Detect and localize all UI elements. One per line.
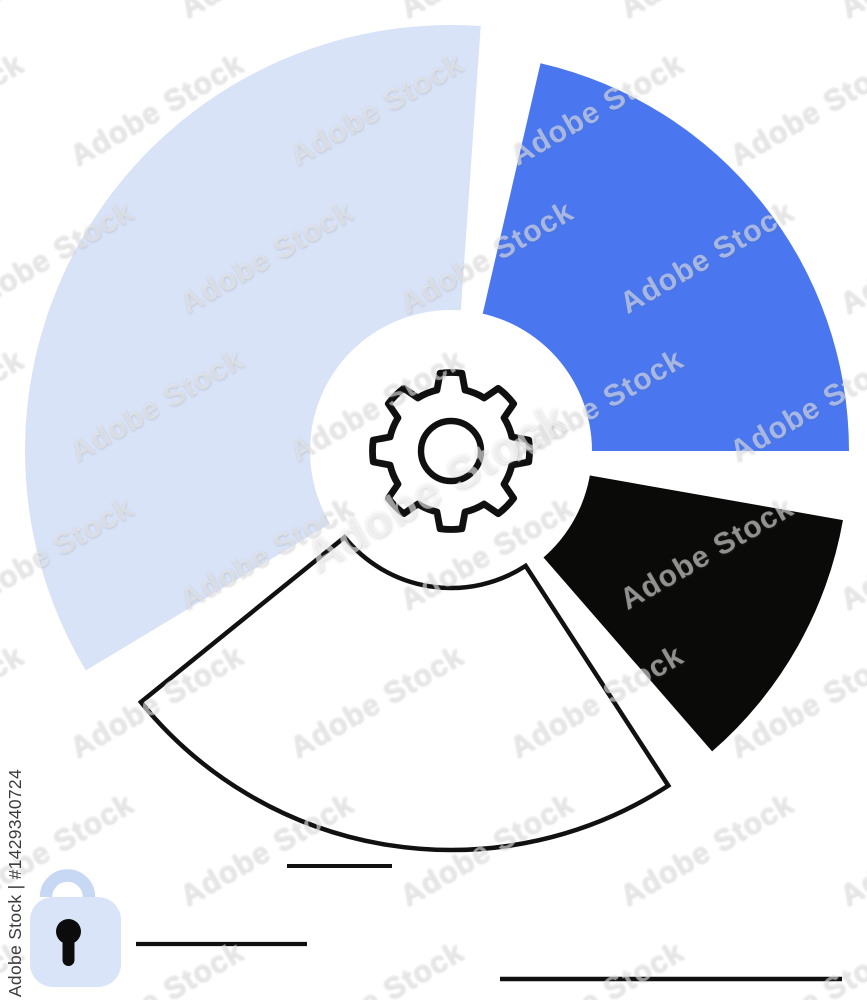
pie-slice-light-blue: [25, 25, 481, 671]
decorative-underlines: [136, 864, 842, 982]
watermark-id-text: Adobe Stock | #1429340724: [5, 768, 25, 997]
gear-icon: [369, 369, 533, 533]
pie-slice-white-outlined: [137, 534, 672, 853]
lock-icon: [30, 869, 121, 987]
